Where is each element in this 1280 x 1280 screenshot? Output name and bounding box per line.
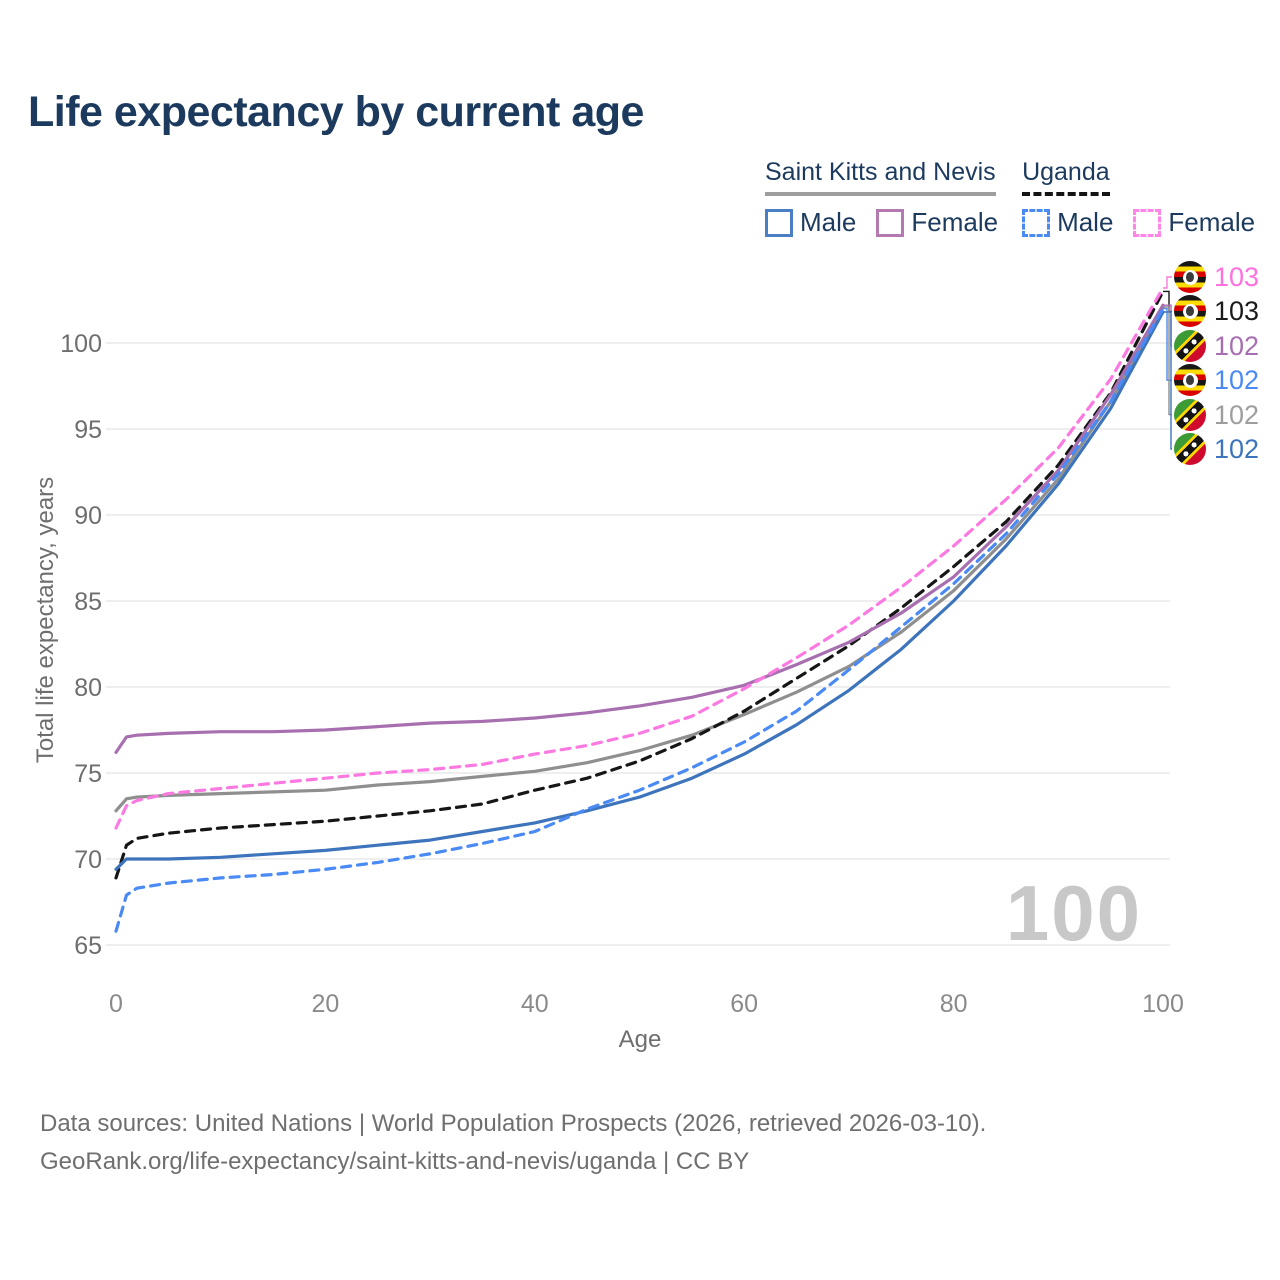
uganda-female-swatch-icon [1133, 208, 1162, 237]
y-tick-label: 100 [60, 330, 102, 358]
x-tick-label: 20 [311, 990, 339, 1018]
skn-male-swatch-icon [765, 208, 793, 237]
series-line-uga_total [114, 289, 1165, 880]
legend-item-uganda-male[interactable]: Male [1022, 207, 1113, 238]
y-tick-label: 75 [74, 760, 102, 788]
x-tick-label: 80 [940, 990, 968, 1018]
end-label-value: 102 [1214, 399, 1260, 430]
end-label-value: 102 [1214, 330, 1260, 361]
saint-kitts-and-nevis-flag-icon [1174, 433, 1206, 465]
end-label-value: 102 [1214, 434, 1260, 464]
y-tick-label: 90 [74, 502, 102, 530]
y-axis-title: Total life expectancy, years [32, 476, 59, 764]
legend-group-uganda: Uganda Male Female [1022, 158, 1255, 238]
uganda-flag-icon [1174, 261, 1206, 293]
saint-kitts-and-nevis-flag-icon [1174, 329, 1206, 362]
leader-line [1163, 276, 1172, 289]
legend-country-uganda[interactable]: Uganda [1022, 158, 1110, 196]
y-tick-label: 85 [74, 588, 102, 616]
end-label-skn_male: 102 [1174, 433, 1259, 465]
y-tick-label: 80 [74, 674, 102, 702]
legend-item-label: Male [800, 207, 857, 237]
uganda-flag-icon [1174, 295, 1206, 328]
legend-item-label: Female [911, 207, 999, 237]
y-tick-label: 95 [74, 416, 102, 444]
skn-female-swatch-icon [876, 208, 905, 237]
end-label-value: 103 [1214, 296, 1260, 327]
page-title: Life expectancy by current age [28, 88, 644, 136]
footer-link-line[interactable]: GeoRank.org/life-expectancy/saint-kitts-… [40, 1148, 750, 1175]
footer-source-line: Data sources: United Nations | World Pop… [40, 1110, 987, 1137]
x-tick-label: 0 [109, 990, 123, 1018]
x-tick-label: 40 [521, 990, 549, 1018]
saint-kitts-and-nevis-flag-icon [1174, 398, 1206, 431]
y-tick-label: 70 [74, 846, 102, 874]
end-label-uga_male: 102 [1174, 364, 1260, 397]
series-line-skn_female [114, 303, 1165, 755]
legend-item-label: Female [1168, 207, 1256, 237]
end-label-value: 102 [1214, 365, 1260, 396]
x-tick-label: 100 [1142, 990, 1184, 1018]
age-counter-watermark: 100 [1005, 869, 1142, 957]
series-line-uga_male [114, 307, 1165, 933]
leader-line [1163, 311, 1172, 450]
uganda-male-swatch-icon [1022, 208, 1051, 237]
legend: Saint Kitts and Nevis Male Female Uganda… [765, 158, 1255, 238]
legend-item-skn-female[interactable]: Female [876, 207, 998, 238]
end-label-value: 103 [1214, 262, 1260, 292]
legend-group-saint-kitts-and-nevis: Saint Kitts and Nevis Male Female [765, 158, 998, 238]
series-line-skn_male [114, 310, 1165, 871]
legend-country-saint-kitts-and-nevis[interactable]: Saint Kitts and Nevis [765, 158, 996, 196]
legend-item-label: Male [1057, 207, 1114, 237]
x-axis-title: Age [618, 1026, 662, 1053]
series-line-skn_total [114, 305, 1165, 813]
uganda-flag-icon [1174, 364, 1206, 397]
legend-item-skn-male[interactable]: Male [765, 207, 856, 238]
end-label-skn_total: 102 [1174, 398, 1260, 431]
series-line-uga_female [114, 286, 1165, 830]
end-label-uga_female: 103 [1174, 261, 1259, 293]
x-tick-label: 60 [730, 990, 758, 1018]
end-label-skn_female: 102 [1174, 329, 1260, 362]
legend-item-uganda-female[interactable]: Female [1133, 207, 1255, 238]
y-tick-label: 65 [74, 932, 102, 960]
end-label-uga_total: 103 [1174, 295, 1260, 328]
